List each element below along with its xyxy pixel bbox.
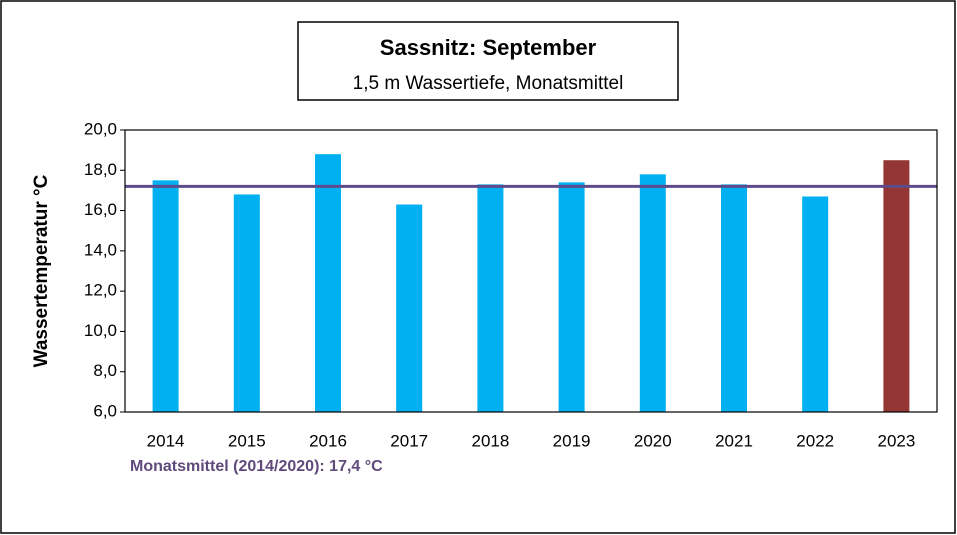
y-tick-label: 16,0 [84,200,117,219]
annotation: Monatsmittel (2014/2020): 17,4 °C [130,458,383,475]
y-tick-label: 10,0 [84,321,117,340]
x-tick-label: 2016 [309,431,347,450]
chart-title: Sassnitz: September [380,35,597,60]
chart-subtitle: 1,5 m Wassertiefe, Monatsmittel [353,73,624,94]
y-tick-label: 8,0 [93,361,117,380]
x-tick-label: 2017 [390,431,428,450]
bar [558,182,585,412]
bar [477,184,504,412]
y-tick-label: 18,0 [84,160,117,179]
x-tick-label: 2018 [471,431,509,450]
bar [883,160,910,412]
y-tick-label: 20,0 [84,119,117,138]
y-tick-label: 14,0 [84,240,117,259]
x-tick-label: 2015 [228,431,266,450]
y-tick-label: 12,0 [84,281,117,300]
x-tick-label: 2014 [147,431,185,450]
bar [233,194,260,412]
x-tick-label: 2023 [877,431,915,450]
bar [721,184,747,412]
x-tick-label: 2020 [634,431,672,450]
bar [396,204,423,412]
y-tick-label: 6,0 [93,401,117,420]
bar [639,174,666,412]
plot-area [124,129,938,413]
x-tick-label: 2022 [796,431,834,450]
bar [152,180,179,412]
title-box [297,21,679,101]
x-tick-label: 2019 [553,431,591,450]
bar [315,154,341,412]
bar [802,196,829,412]
x-tick-label: 2021 [715,431,753,450]
y-axis-label: Wassertemperatur °C [31,174,52,367]
